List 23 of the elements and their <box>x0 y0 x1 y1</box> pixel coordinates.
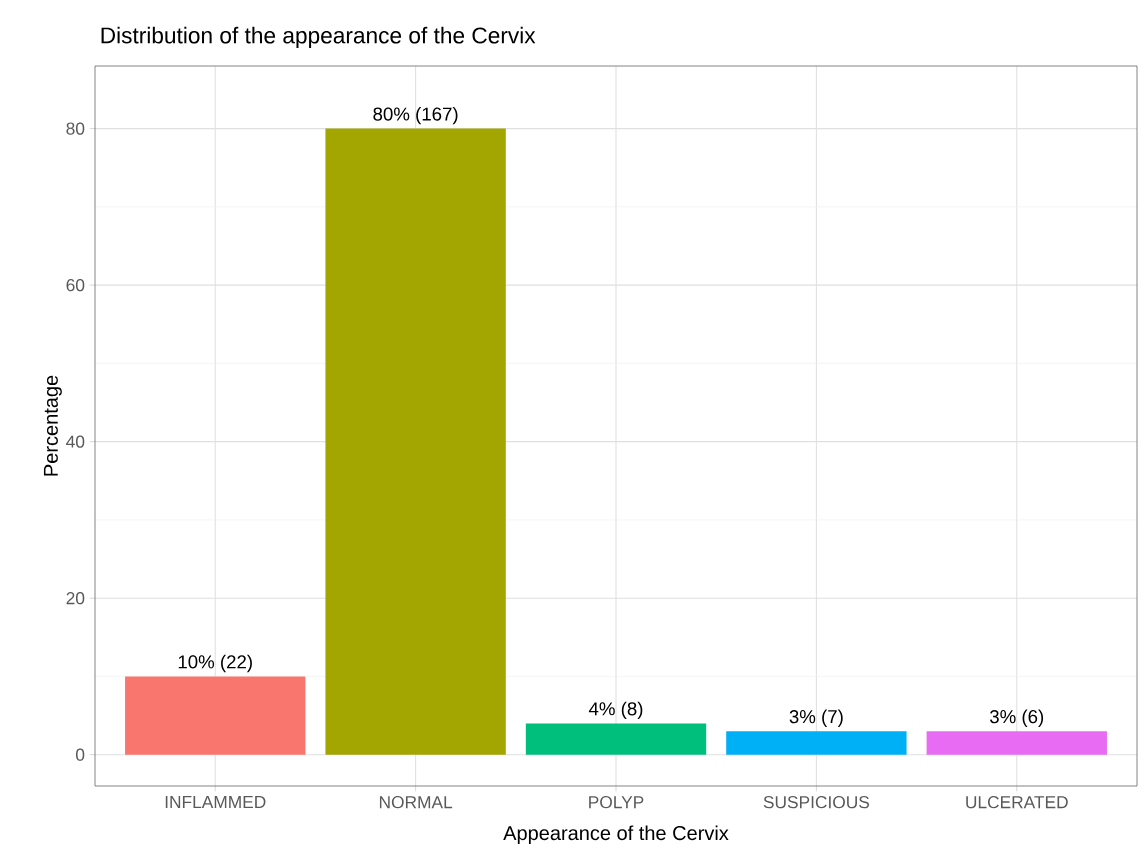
x-tick-label: NORMAL <box>379 796 453 809</box>
y-tick-label: 40 <box>66 435 85 448</box>
bar <box>926 731 1107 755</box>
x-axis-title: Appearance of the Cervix <box>503 825 729 845</box>
bar <box>525 723 707 755</box>
x-tick-label: ULCERATED <box>966 796 1068 809</box>
x-tick-label: SUSPICIOUS <box>763 796 870 809</box>
y-tick-label: 60 <box>66 278 85 292</box>
chart-title: Distribution of the appearance of the Cervix <box>101 26 536 48</box>
bar <box>325 128 506 755</box>
y-tick-label: 20 <box>66 592 85 605</box>
data-label: 4% (8) <box>588 701 643 720</box>
bar <box>125 676 306 755</box>
x-tick-label: POLYP <box>589 796 644 809</box>
bar <box>726 731 907 755</box>
data-label: 3% (6) <box>989 709 1044 727</box>
y-tick-label: 80 <box>66 122 85 135</box>
y-axis-title: Percentage <box>43 375 62 476</box>
data-label: 80% (167) <box>373 106 458 125</box>
x-tick-label: INFLAMMED <box>165 796 266 808</box>
y-tick-label: 0 <box>75 748 85 761</box>
data-label: 3% (7) <box>789 709 843 727</box>
data-label: 10% (22) <box>178 654 252 673</box>
